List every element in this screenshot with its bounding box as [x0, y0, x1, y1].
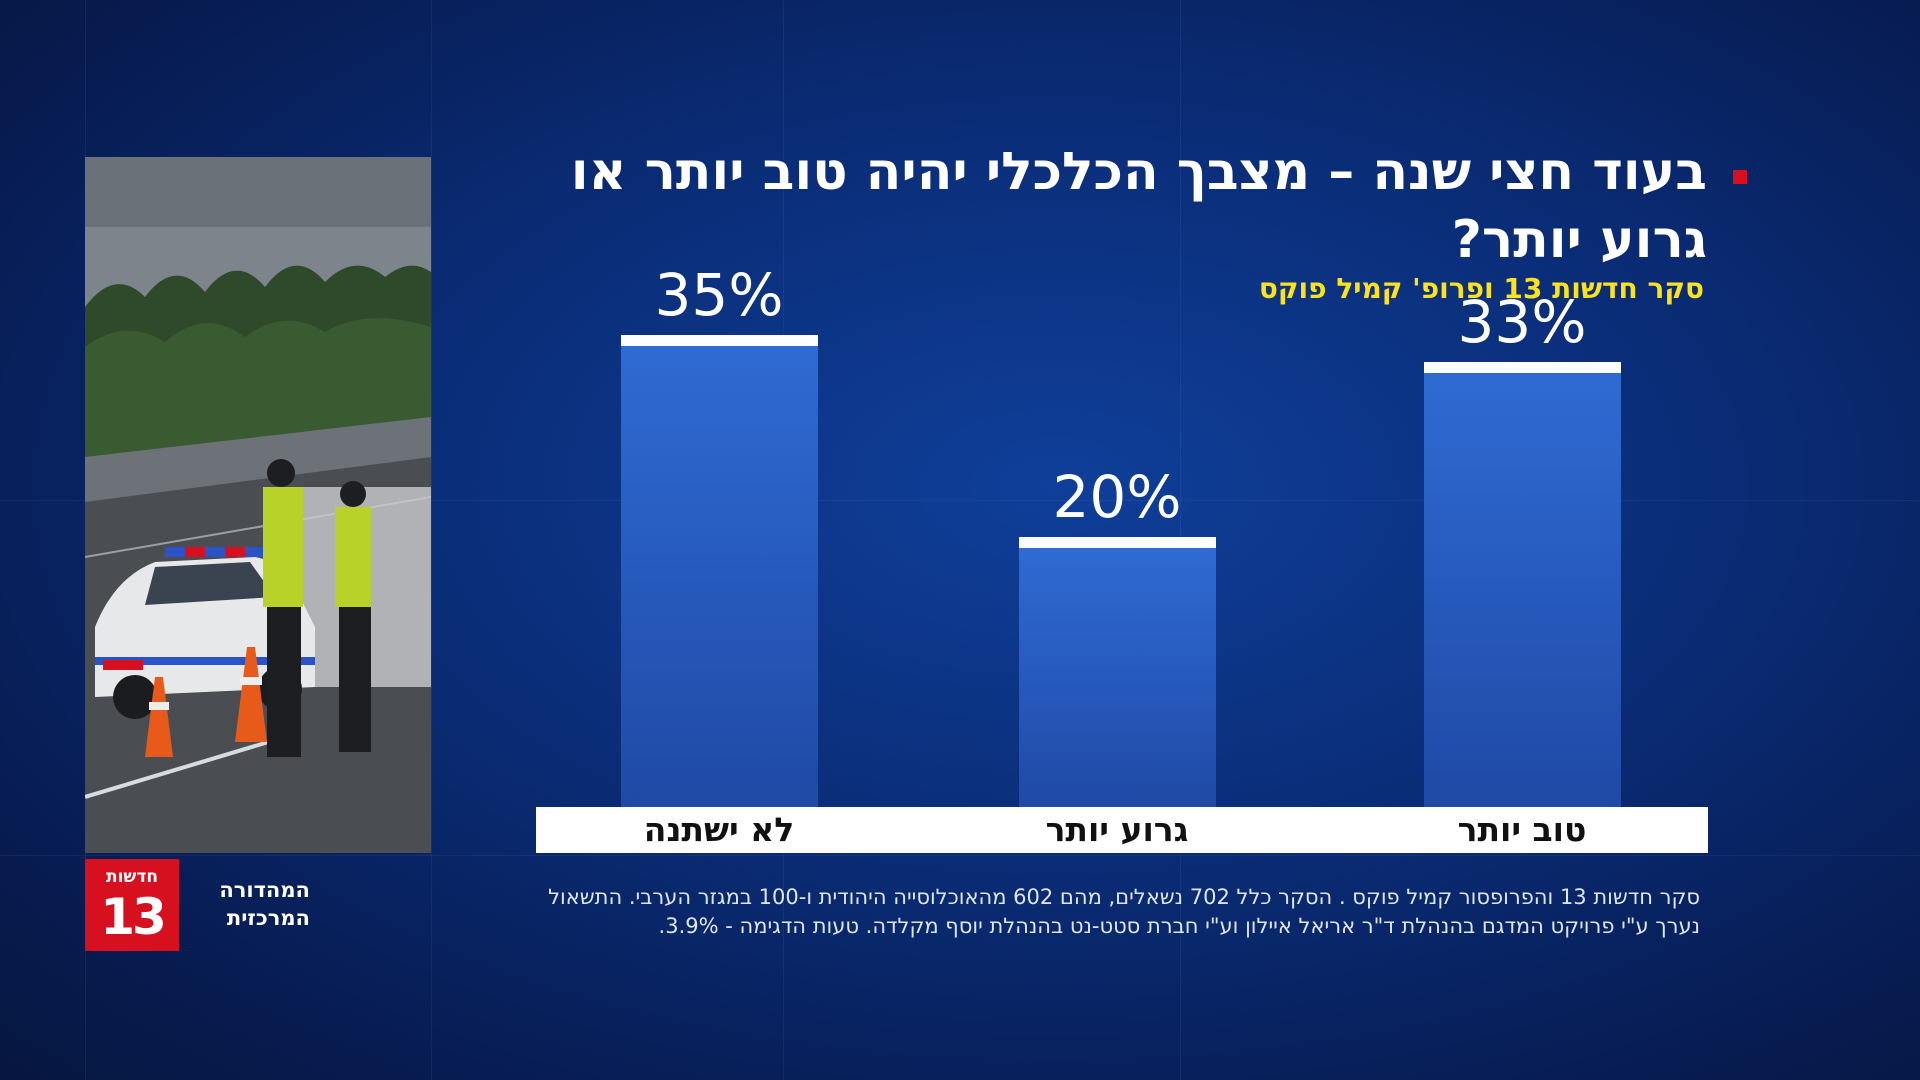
bar-value-label-1: 35% — [654, 260, 784, 329]
category-label-3: טוב יותר — [1457, 810, 1587, 849]
logo-number: 13 — [100, 888, 167, 946]
chart-subtitle: סקר חדשות 13 ופרופ' קמיל פוקס — [1258, 272, 1704, 305]
chart-title: בעוד חצי שנה – מצבך הכלכלי יהיה טוב יותר… — [570, 142, 1707, 270]
bg-grid-line — [431, 0, 432, 1080]
channel-13-logo: חדשות 13 — [85, 859, 179, 951]
bg-grid-line — [0, 500, 1920, 501]
bar-1 — [620, 334, 818, 807]
bar-value-label-3: 33% — [1457, 287, 1587, 356]
survey-footnote: סקר חדשות 13 והפרופסור קמיל פוקס . הסקר … — [548, 885, 1700, 938]
logo-small-text: חדשות — [105, 867, 158, 887]
bar-3 — [1423, 361, 1621, 807]
news-photo — [85, 157, 431, 853]
category-label-1: לא ישתנה — [643, 810, 795, 849]
bg-grid-line — [0, 855, 1920, 856]
title-bullet-marker — [1733, 170, 1747, 184]
bar-chart: 35% לא ישתנה 20% גרוע יותר 33% טוב יותר — [536, 263, 1708, 853]
category-label-2: גרוע יותר — [1045, 810, 1189, 849]
bar-2 — [1018, 537, 1216, 807]
bar-value-label-2: 20% — [1052, 463, 1182, 531]
edition-label: המהדורה המרכזית — [219, 878, 310, 930]
category-axis-strip — [536, 807, 1708, 853]
